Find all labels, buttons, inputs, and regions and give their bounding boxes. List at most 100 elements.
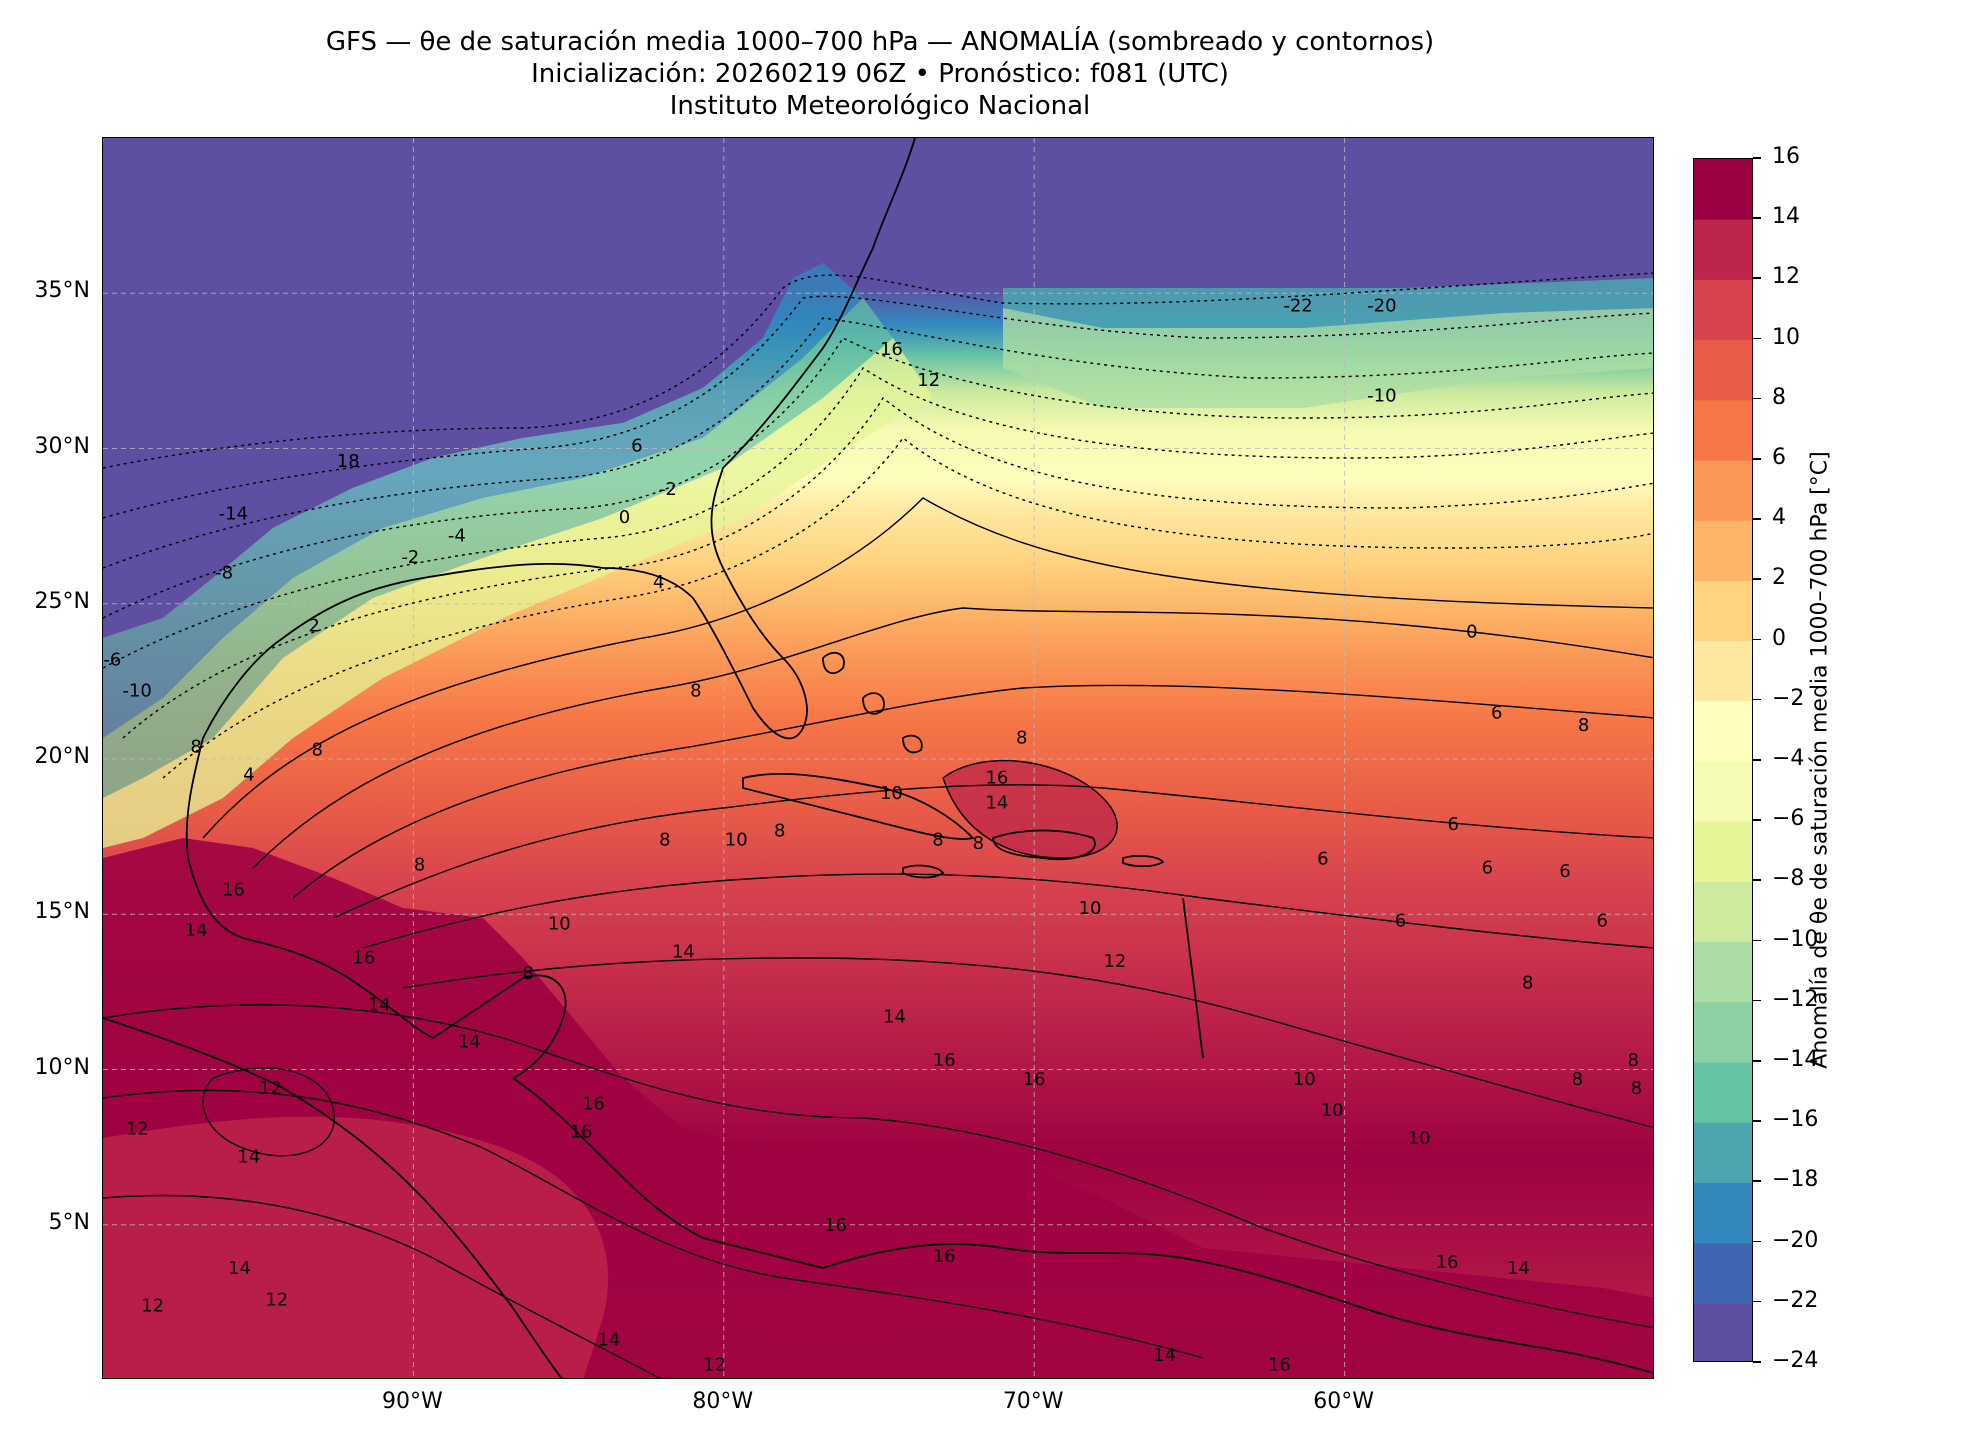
contour-label: 16	[933, 1050, 956, 1071]
colorbar-tick-label: −8	[1772, 866, 1805, 892]
contour-4	[292, 684, 1653, 899]
colorbar-tick-mark	[1753, 1300, 1761, 1303]
colorbar-tick-mark	[1753, 1180, 1761, 1182]
north-atlantic-cool-band	[1003, 278, 1653, 328]
colorbar-tick-label: −6	[1772, 806, 1805, 832]
colorbar-tick-mark	[1753, 1060, 1761, 1062]
contour-label: 8	[190, 737, 201, 758]
contour-label: 16	[1023, 1069, 1046, 1090]
bahamas-1	[822, 651, 845, 675]
colorbar-bin	[1694, 1242, 1752, 1304]
contour-label: 16	[570, 1122, 593, 1143]
contour-label: 8	[1578, 715, 1589, 736]
contour-label: 16	[824, 1215, 847, 1236]
contour-label: 6	[1317, 848, 1328, 869]
colorbar-bin	[1694, 1182, 1752, 1244]
contour-label: -20	[1367, 296, 1396, 317]
florida-peninsula	[602, 567, 808, 740]
contour-label: 16	[880, 339, 903, 360]
contour-label: 8	[1631, 1078, 1642, 1099]
contour-label: 14	[237, 1146, 260, 1167]
contour-12	[103, 1004, 1653, 1329]
contour-label: -2	[401, 547, 419, 568]
colorbar-bin	[1694, 219, 1752, 280]
contour-label: 14	[883, 1007, 906, 1028]
contour-2	[252, 607, 1653, 869]
x-tick-label: 60°W	[1313, 1389, 1374, 1414]
contour-label: 10	[1293, 1069, 1316, 1090]
contour-label: 10	[548, 914, 571, 935]
y-tick-label: 30°N	[34, 433, 90, 459]
colorbar-tick-label: 14	[1772, 204, 1800, 230]
colorbar-bin	[1694, 580, 1752, 642]
colorbar-tick-mark	[1753, 759, 1761, 761]
contour-label: 12	[259, 1078, 282, 1099]
colorbar-tick-label: 0	[1772, 625, 1786, 651]
contour-label: 8	[523, 963, 534, 984]
colorbar-label: Anomalía de θe de saturación media 1000–…	[1807, 451, 1833, 1069]
contour-label: 14	[458, 1032, 481, 1053]
colorbar-tick-label: 10	[1772, 324, 1800, 350]
colorbar-tick-label: −16	[1772, 1107, 1819, 1133]
colorbar-tick-label: −4	[1772, 746, 1805, 771]
title-line-1: GFS — θe de saturación media 1000–700 hP…	[325, 27, 1435, 57]
contour-label: 14	[672, 942, 695, 963]
contour-label: 8	[1628, 1050, 1639, 1071]
contour-label: 0	[619, 507, 630, 528]
contour-label: 6	[1395, 910, 1406, 931]
contour-label: -6	[103, 650, 121, 671]
pacific-coast	[103, 1017, 563, 1378]
contour-label: 8	[1572, 1069, 1583, 1090]
coastlines	[103, 138, 1653, 1378]
colorbar-tick-mark	[1753, 458, 1761, 460]
contour-label: 16	[582, 1094, 605, 1115]
colorbar-tick-mark	[1753, 1361, 1761, 1363]
contour-label: 14	[1153, 1345, 1176, 1366]
bahamas-2	[862, 692, 885, 715]
colorbar-tick-mark	[1753, 1120, 1761, 1122]
contour-label: 14	[228, 1258, 251, 1279]
cold-gradient-band	[103, 263, 863, 738]
contour-negative-6	[122, 396, 1653, 739]
contour-label: 16	[352, 948, 375, 969]
contour-label: 8	[414, 855, 425, 876]
colorbar-bin	[1694, 399, 1752, 461]
colorbar-bin	[1694, 1062, 1752, 1123]
x-tick-label: 80°W	[692, 1389, 754, 1414]
colorbar-tick-mark	[1753, 397, 1761, 400]
x-tick-label: 90°W	[382, 1389, 443, 1414]
contour-label: 8	[774, 820, 785, 841]
contour-label: -2	[659, 479, 677, 500]
contour-label: -14	[219, 504, 248, 525]
colorbar-bin	[1694, 159, 1752, 220]
contour-label: 10	[1079, 898, 1102, 919]
contour-label: 10	[725, 830, 748, 851]
colorbar-tick-mark	[1753, 217, 1761, 219]
colorbar-bin	[1694, 520, 1752, 581]
colorbar-tick-mark	[1753, 518, 1761, 520]
contour-label: 10	[880, 783, 903, 804]
colorbar-tick-mark	[1753, 698, 1761, 701]
contour-label: 12	[126, 1118, 149, 1139]
contour-label: 8	[973, 833, 984, 854]
contour-label: 4	[653, 572, 664, 593]
map-title: GFS — θe de saturación media 1000–700 hP…	[100, 26, 1660, 122]
south-america-north-coast	[822, 1243, 1653, 1374]
contour-14	[103, 1089, 1204, 1359]
central-america	[512, 1077, 824, 1269]
colorbar-bin	[1694, 279, 1752, 341]
contour-10	[402, 957, 1653, 1129]
contour-label: 12	[917, 370, 940, 391]
cuba	[742, 773, 975, 840]
colorbar-tick-label: 16	[1772, 144, 1800, 169]
contour-negative-5	[103, 367, 1653, 669]
colorbar-tick-label: −12	[1772, 986, 1819, 1012]
colorbar-tick-mark	[1753, 939, 1761, 942]
contour-label: 14	[368, 994, 391, 1015]
contour-label: 16	[933, 1246, 956, 1267]
title-line-3: Instituto Meteorológico Nacional	[669, 91, 1091, 121]
contour-label: 6	[1597, 910, 1608, 931]
map-gridlines	[103, 138, 1653, 1378]
